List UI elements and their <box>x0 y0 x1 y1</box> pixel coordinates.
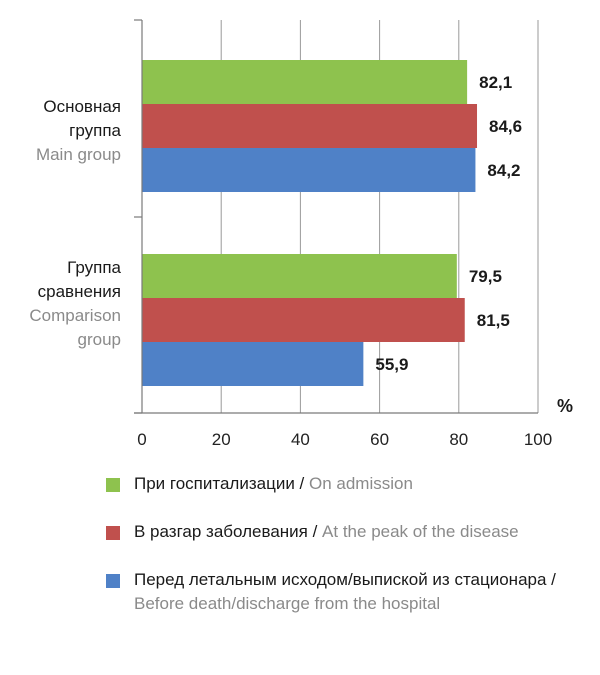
legend-label-en: On admission <box>309 474 413 493</box>
bar <box>142 148 476 192</box>
legend-item-peak: В разгар заболевания / At the peak of th… <box>106 520 576 544</box>
x-tick-label: 80 <box>449 430 468 449</box>
category-label: группа <box>69 121 121 140</box>
legend-label-en: Before death/discharge from the hospital <box>134 594 441 613</box>
legend-swatch-peak <box>106 526 120 540</box>
x-tick-label: 100 <box>524 430 552 449</box>
unit-label: % <box>557 396 573 416</box>
category-label: group <box>78 330 121 349</box>
bar-chart: 82,1 84,6 84,2 79,5 81,5 55,9 0 20 40 60 80 100% Осн… <box>29 19 573 449</box>
legend-label-ru: При госпитализации <box>134 474 295 493</box>
data-label: 79,5 <box>469 267 502 286</box>
bar <box>142 254 457 298</box>
legend-swatch-before-death <box>106 574 120 588</box>
legend-separator: / <box>307 522 323 541</box>
legend-separator: / <box>294 474 309 493</box>
legend-separator: / <box>546 570 556 589</box>
x-tick-label: 0 <box>137 430 146 449</box>
legend-item-before-death: Перед летальным исходом/выпиской из стац… <box>106 568 576 616</box>
data-label: 84,2 <box>487 161 520 180</box>
data-label: 82,1 <box>479 73 512 92</box>
data-label: 55,9 <box>375 355 408 374</box>
legend-item-admission: При госпитализации / On admission <box>106 472 576 496</box>
category-label: Main group <box>36 145 121 164</box>
legend: При госпитализации / On admission В разг… <box>106 472 576 640</box>
legend-label-ru: Перед летальным исходом/выпиской из стац… <box>134 570 547 589</box>
legend-swatch-admission <box>106 478 120 492</box>
category-label: Группа <box>67 258 121 277</box>
x-tick-label: 60 <box>370 430 389 449</box>
category-label: Comparison <box>29 306 121 325</box>
x-tick-label: 40 <box>291 430 310 449</box>
category-label: Основная <box>43 97 121 116</box>
legend-label-ru: В разгар заболевания <box>134 522 308 541</box>
bar <box>142 60 468 104</box>
bar <box>142 298 465 342</box>
x-tick-label: 20 <box>212 430 231 449</box>
data-label: 81,5 <box>477 311 510 330</box>
legend-label-en: At the peak of the disease <box>322 522 519 541</box>
bar <box>142 342 364 386</box>
bar <box>142 104 478 148</box>
category-label: сравнения <box>38 282 121 301</box>
data-label: 84,6 <box>489 117 522 136</box>
